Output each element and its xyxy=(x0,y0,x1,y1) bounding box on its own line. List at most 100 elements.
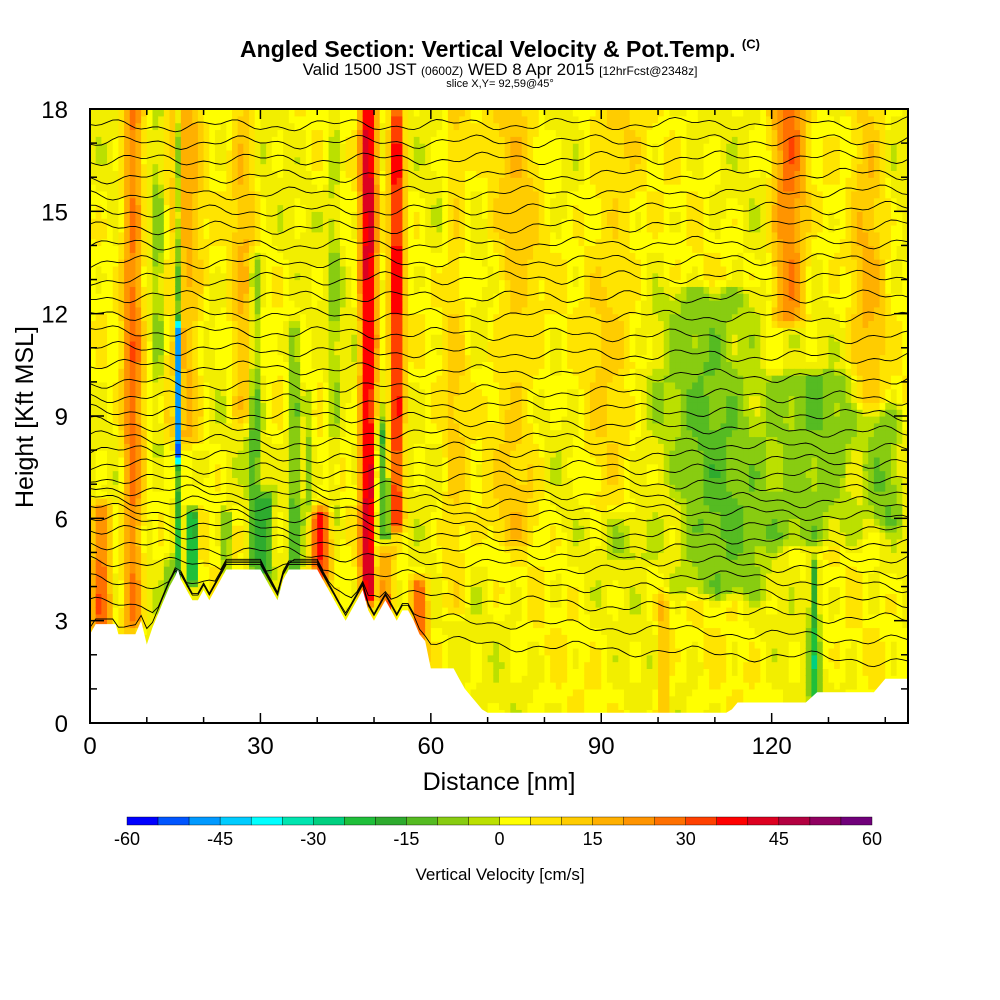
velocity-cell xyxy=(226,531,233,540)
velocity-cell xyxy=(288,231,296,240)
velocity-cell xyxy=(368,177,375,185)
velocity-cell xyxy=(368,463,375,472)
velocity-cell xyxy=(322,218,330,226)
velocity-cell xyxy=(135,347,142,356)
velocity-cell xyxy=(180,402,188,410)
velocity-cell xyxy=(180,327,188,335)
velocity-cell xyxy=(345,368,352,376)
velocity-cell xyxy=(317,545,324,554)
velocity-cell xyxy=(112,511,119,519)
velocity-cell xyxy=(288,252,296,260)
velocity-cell xyxy=(175,429,182,438)
velocity-cell xyxy=(283,149,290,158)
velocity-cell xyxy=(356,504,364,513)
velocity-cell xyxy=(186,416,193,424)
velocity-cell xyxy=(220,491,227,499)
velocity-cell xyxy=(385,204,392,212)
velocity-cell xyxy=(391,600,398,608)
velocity-cell xyxy=(385,163,392,171)
velocity-cell xyxy=(368,579,375,588)
velocity-cell xyxy=(158,579,165,588)
velocity-cell xyxy=(300,347,307,356)
velocity-cell xyxy=(283,422,290,431)
velocity-cell xyxy=(368,265,375,274)
velocity-cell xyxy=(169,300,176,308)
velocity-cell xyxy=(101,504,108,513)
velocity-cell xyxy=(249,177,256,185)
velocity-cell xyxy=(152,136,159,144)
velocity-cell xyxy=(214,231,222,240)
velocity-cell xyxy=(101,525,108,533)
velocity-cell xyxy=(266,286,273,294)
velocity-cell xyxy=(186,402,193,410)
velocity-cell xyxy=(374,484,381,492)
velocity-cell xyxy=(214,463,222,472)
velocity-cell xyxy=(345,313,352,322)
velocity-cell xyxy=(328,436,335,444)
velocity-cell xyxy=(351,552,358,560)
velocity-cell xyxy=(254,259,262,267)
velocity-cell xyxy=(374,300,381,308)
velocity-cell xyxy=(254,545,262,554)
velocity-cell xyxy=(345,293,352,301)
velocity-cell xyxy=(169,566,176,574)
velocity-cell xyxy=(112,218,119,226)
velocity-cell xyxy=(277,170,284,178)
velocity-cell xyxy=(158,129,165,137)
velocity-cell xyxy=(249,409,256,417)
velocity-cell xyxy=(163,252,171,260)
velocity-cell xyxy=(163,463,171,472)
velocity-cell xyxy=(271,238,279,247)
velocity-cell xyxy=(220,470,227,478)
velocity-cell xyxy=(163,545,171,554)
velocity-cell xyxy=(288,177,296,185)
velocity-cell xyxy=(158,177,165,185)
velocity-cell xyxy=(112,340,119,349)
velocity-cell xyxy=(396,320,404,328)
velocity-cell xyxy=(220,197,227,206)
velocity-cell xyxy=(220,511,227,519)
velocity-cell xyxy=(95,436,102,444)
velocity-cell xyxy=(118,559,125,567)
velocity-cell xyxy=(226,259,233,267)
velocity-cell xyxy=(368,224,375,233)
velocity-cell xyxy=(356,265,364,274)
velocity-cell xyxy=(214,265,222,274)
velocity-cell xyxy=(368,129,375,137)
velocity-cell xyxy=(243,463,250,472)
velocity-cell xyxy=(288,450,296,458)
velocity-cell xyxy=(163,293,171,301)
velocity-cell xyxy=(169,381,176,390)
velocity-cell xyxy=(271,456,279,465)
velocity-cell xyxy=(237,143,244,151)
velocity-cell xyxy=(396,525,404,533)
velocity-cell xyxy=(118,122,125,131)
velocity-cell xyxy=(379,177,386,185)
velocity-cell xyxy=(339,579,347,588)
velocity-cell xyxy=(101,313,108,322)
velocity-cell xyxy=(169,409,176,417)
velocity-cell xyxy=(124,184,131,192)
velocity-cell xyxy=(175,518,182,526)
velocity-cell xyxy=(396,429,404,438)
velocity-cell xyxy=(362,197,369,206)
velocity-cell xyxy=(356,272,364,281)
velocity-cell xyxy=(317,170,324,178)
velocity-cell xyxy=(197,340,205,349)
velocity-cell xyxy=(129,429,137,438)
velocity-cell xyxy=(169,224,176,233)
velocity-cell xyxy=(209,327,216,335)
velocity-cell xyxy=(209,136,216,144)
velocity-cell xyxy=(243,450,250,458)
velocity-cell xyxy=(90,463,97,472)
velocity-cell xyxy=(209,436,216,444)
velocity-cell xyxy=(283,402,290,410)
velocity-cell xyxy=(141,450,148,458)
velocity-cell xyxy=(249,436,256,444)
velocity-cell xyxy=(186,259,193,267)
velocity-cell xyxy=(356,170,364,178)
velocity-cell xyxy=(254,409,262,417)
velocity-cell xyxy=(391,375,398,383)
velocity-cell xyxy=(334,170,341,178)
velocity-cell xyxy=(271,525,279,533)
